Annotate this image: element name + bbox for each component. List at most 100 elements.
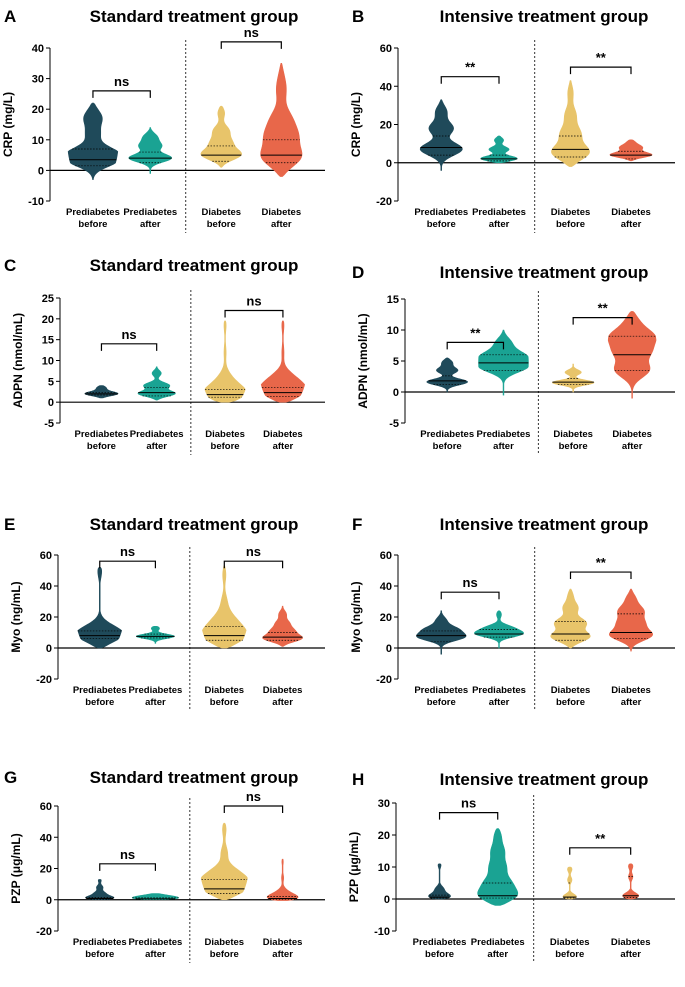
- y-tick-label: 20: [42, 314, 54, 326]
- significance-bracket: [220, 41, 282, 49]
- violin-4: [609, 139, 653, 162]
- x-category-label: Prediabetes: [128, 685, 182, 696]
- x-category-label: Prediabetes: [420, 429, 474, 440]
- violin-1: [428, 863, 451, 900]
- significance-bracket: [440, 76, 500, 84]
- x-category-label: Prediabetes: [73, 685, 127, 696]
- y-tick-label: 30: [378, 798, 390, 810]
- x-category-sublabel: after: [622, 441, 643, 452]
- x-category-sublabel: after: [489, 219, 510, 230]
- panel-letter: D: [352, 263, 364, 282]
- x-category-label: Diabetes: [551, 207, 591, 218]
- y-axis-label: CRP (mg/L): [349, 92, 363, 157]
- y-tick-label: 20: [32, 104, 44, 116]
- x-category-label: Prediabetes: [414, 207, 468, 218]
- y-tick-label: 20: [40, 612, 52, 624]
- panel-title: Intensive treatment group: [440, 263, 649, 282]
- y-tick-label: 40: [40, 832, 52, 844]
- x-category-label: Diabetes: [204, 937, 244, 948]
- x-category-sublabel: before: [78, 219, 107, 230]
- y-tick-label: 20: [380, 120, 392, 132]
- y-tick-label: 0: [393, 387, 399, 399]
- x-category-sublabel: before: [85, 949, 114, 960]
- x-category-sublabel: before: [85, 697, 114, 708]
- significance-label: ns: [120, 544, 135, 559]
- x-category-label: Diabetes: [262, 207, 302, 218]
- y-tick-label: 30: [32, 74, 44, 86]
- x-category-sublabel: before: [427, 219, 456, 230]
- panel-G: G Standard treatment group PZP (μg/mL) -20 0…: [4, 768, 325, 963]
- x-category-sublabel: before: [425, 949, 454, 960]
- panel-B: B Intensive treatment group CRP (mg/L) -20 0…: [349, 7, 675, 233]
- x-category-label: Diabetes: [551, 685, 591, 696]
- violin-1: [426, 357, 468, 393]
- significance-label: ns: [246, 544, 261, 559]
- panel-title: Intensive treatment group: [440, 7, 649, 26]
- x-category-label: Prediabetes: [66, 207, 120, 218]
- x-category-sublabel: before: [211, 441, 240, 452]
- y-tick-label: 20: [378, 830, 390, 842]
- x-category-sublabel: before: [210, 697, 239, 708]
- y-tick-label: 60: [380, 43, 392, 55]
- panel-E: E Standard treatment group Myo (ng/mL) -20 0…: [4, 515, 325, 711]
- panel-C: C Standard treatment group ADPN (nmol/mL) -…: [4, 256, 325, 455]
- y-tick-label: -10: [374, 926, 390, 938]
- panel-letter: H: [352, 770, 364, 789]
- violin-4: [622, 863, 639, 900]
- y-tick-label: 10: [32, 135, 44, 147]
- x-category-sublabel: before: [207, 219, 236, 230]
- panel-F: F Intensive treatment group Myo (ng/mL) -20…: [349, 515, 675, 711]
- x-category-sublabel: after: [140, 219, 161, 230]
- significance-label: ns: [114, 74, 129, 89]
- violin-3: [551, 80, 590, 167]
- y-axis-label: CRP (mg/L): [1, 92, 15, 157]
- significance-bracket: [99, 863, 156, 871]
- x-category-sublabel: after: [145, 949, 166, 960]
- violin-3: [200, 105, 242, 168]
- x-category-sublabel: before: [556, 697, 585, 708]
- panel-title: Standard treatment group: [90, 7, 299, 26]
- significance-bracket: [569, 66, 632, 75]
- x-category-sublabel: after: [621, 697, 642, 708]
- y-tick-label: 40: [40, 581, 52, 593]
- x-category-sublabel: after: [489, 697, 510, 708]
- x-category-sublabel: after: [273, 441, 294, 452]
- significance-label: **: [596, 555, 607, 570]
- significance-label: **: [470, 325, 481, 340]
- y-axis-label: ADPN (nmol/mL): [11, 313, 25, 408]
- y-tick-label: 10: [378, 862, 390, 874]
- x-category-label: Diabetes: [263, 429, 303, 440]
- significance-label: ns: [463, 575, 478, 590]
- y-tick-label: 40: [380, 81, 392, 93]
- violin-3: [550, 588, 591, 649]
- x-category-label: Prediabetes: [130, 429, 184, 440]
- x-category-label: Diabetes: [611, 937, 651, 948]
- y-tick-label: 0: [38, 165, 44, 177]
- panel-letter: F: [352, 515, 362, 534]
- significance-bracket: [446, 341, 505, 350]
- violin-3: [200, 822, 248, 901]
- y-tick-label: 25: [42, 293, 54, 305]
- violin-3: [204, 320, 246, 403]
- violin-2: [480, 135, 518, 164]
- y-tick-label: 15: [42, 335, 54, 347]
- x-category-label: Prediabetes: [471, 937, 525, 948]
- x-category-label: Prediabetes: [477, 429, 531, 440]
- y-tick-label: -20: [36, 674, 52, 686]
- significance-bracket: [438, 812, 499, 820]
- x-category-sublabel: before: [555, 949, 584, 960]
- y-tick-label: 60: [40, 801, 52, 813]
- x-category-label: Diabetes: [611, 685, 651, 696]
- violin-2: [477, 828, 519, 906]
- significance-label: ns: [121, 327, 136, 342]
- significance-bracket: [223, 805, 284, 813]
- y-tick-label: -5: [389, 418, 399, 430]
- y-tick-label: -20: [376, 674, 392, 686]
- significance-bracket: [569, 847, 632, 855]
- violin-1: [416, 610, 467, 655]
- y-tick-label: 20: [380, 612, 392, 624]
- y-tick-label: 60: [380, 550, 392, 562]
- x-category-label: Diabetes: [612, 429, 652, 440]
- significance-label: **: [596, 50, 607, 65]
